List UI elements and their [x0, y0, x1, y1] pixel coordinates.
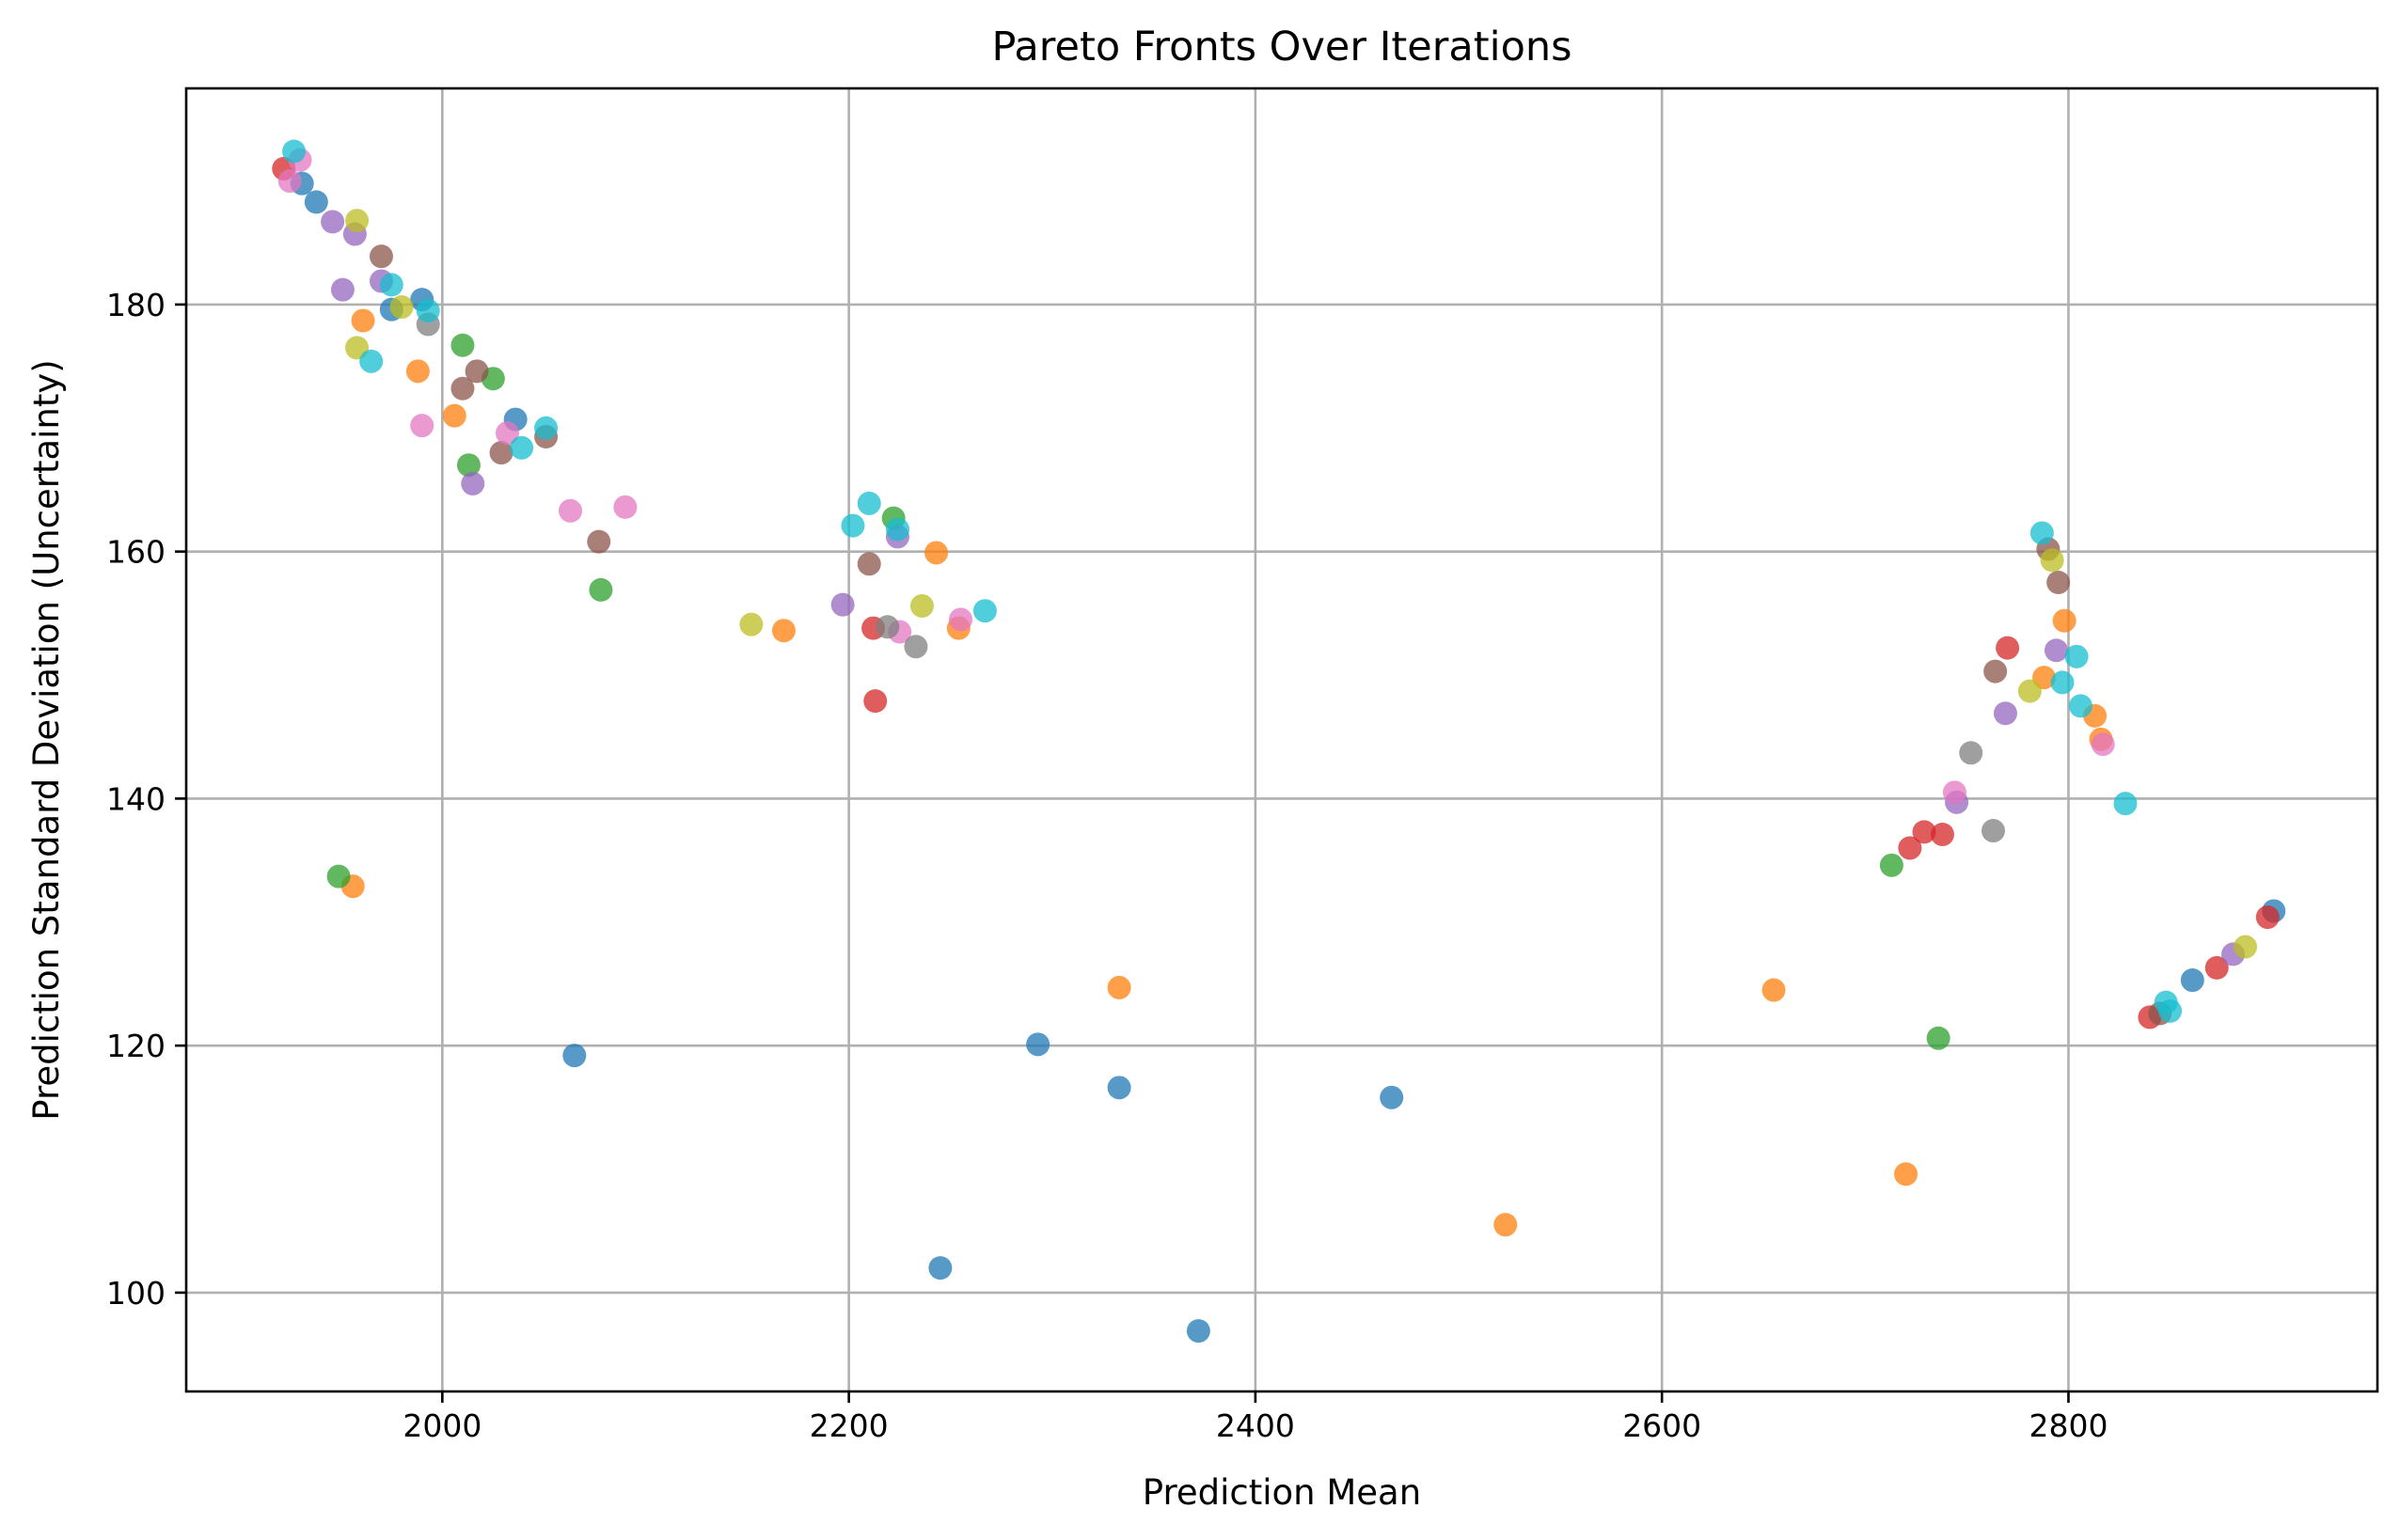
data-point: [2017, 679, 2042, 703]
data-point: [1959, 741, 1983, 765]
y-tick-label: 100: [106, 1275, 166, 1312]
data-point: [534, 416, 559, 440]
data-point: [2091, 732, 2115, 757]
data-point: [924, 541, 949, 565]
data-point: [1879, 853, 1903, 877]
data-point: [1912, 820, 1936, 844]
y-tick-label: 160: [106, 534, 166, 571]
y-tick-label: 140: [106, 780, 166, 817]
data-point: [1107, 1076, 1131, 1100]
data-point: [489, 441, 513, 465]
chart-title: Pareto Fronts Over Iterations: [991, 24, 1571, 71]
x-tick-label: 2800: [2029, 1407, 2108, 1444]
y-axis-label: Prediction Standard Deviation (Uncertain…: [26, 359, 67, 1120]
data-points: [272, 139, 2286, 1344]
data-point: [2180, 968, 2204, 993]
data-point: [2204, 955, 2229, 980]
data-point: [2158, 998, 2183, 1023]
data-point: [559, 498, 583, 523]
data-point: [2064, 644, 2089, 668]
data-point: [2052, 608, 2076, 633]
data-point: [282, 139, 307, 164]
data-point: [359, 349, 384, 373]
data-point: [330, 277, 355, 302]
data-point: [379, 273, 403, 297]
data-point: [562, 1044, 587, 1068]
data-point: [972, 599, 997, 623]
data-point: [1983, 659, 2008, 684]
data-point: [389, 295, 414, 320]
data-point: [1981, 819, 2005, 843]
data-point: [904, 635, 928, 659]
x-tick-label: 2000: [403, 1407, 482, 1444]
y-tick-label: 180: [106, 287, 166, 323]
data-point: [461, 471, 485, 495]
data-point: [1107, 975, 1131, 999]
data-point: [857, 491, 881, 515]
data-point: [2113, 792, 2138, 816]
data-point: [1993, 701, 2017, 726]
data-point: [326, 864, 351, 888]
data-point: [450, 376, 475, 401]
data-point: [2050, 670, 2075, 695]
data-point: [928, 1256, 953, 1281]
axis-ticks: 2000 2200 2400 2600 2800 100 120 140 160 180: [106, 287, 2108, 1444]
data-point: [496, 421, 520, 446]
x-tick-label: 2400: [1216, 1407, 1295, 1444]
data-point: [863, 689, 888, 714]
x-tick-label: 2600: [1622, 1407, 1701, 1444]
x-axis-label: Prediction Mean: [1143, 1472, 1421, 1513]
data-point: [345, 209, 370, 233]
data-point: [841, 513, 865, 538]
data-point: [1493, 1213, 1518, 1237]
grid: [186, 88, 2377, 1391]
y-tick-label: 120: [106, 1028, 166, 1064]
data-point: [1926, 1026, 1950, 1050]
x-tick-label: 2200: [810, 1407, 889, 1444]
data-point: [1942, 780, 1966, 805]
data-point: [1894, 1162, 1918, 1186]
data-point: [2044, 638, 2068, 663]
data-point: [304, 190, 328, 214]
plot-frame: [184, 86, 2379, 1393]
data-point: [405, 359, 430, 384]
data-point: [589, 577, 613, 602]
data-point: [2255, 905, 2280, 930]
data-point: [909, 593, 934, 618]
data-point: [442, 403, 466, 428]
data-point: [321, 210, 345, 234]
data-point: [510, 435, 534, 460]
data-point: [885, 517, 909, 542]
data-point: [613, 495, 638, 519]
data-point: [739, 612, 764, 636]
data-point: [2068, 694, 2092, 718]
data-point: [416, 298, 440, 322]
data-point: [587, 529, 611, 554]
data-point: [948, 607, 972, 632]
data-point: [830, 592, 855, 617]
data-point: [2040, 548, 2064, 573]
data-point: [1996, 636, 2020, 660]
data-point: [2046, 570, 2071, 594]
data-point: [456, 453, 481, 478]
data-point: [1930, 823, 1954, 847]
data-point: [771, 619, 796, 643]
data-point: [876, 615, 900, 639]
data-point: [857, 552, 881, 576]
data-point: [2029, 521, 2054, 545]
data-point: [465, 359, 489, 384]
data-point: [1898, 836, 1922, 860]
data-point: [277, 169, 302, 194]
data-point: [2234, 935, 2258, 959]
data-point: [351, 308, 375, 333]
data-point: [450, 333, 475, 357]
data-point: [410, 414, 434, 438]
data-point: [1186, 1319, 1210, 1344]
data-point: [1761, 978, 1786, 1002]
data-point: [369, 244, 393, 269]
data-point: [1026, 1032, 1050, 1057]
data-point: [1380, 1085, 1404, 1109]
